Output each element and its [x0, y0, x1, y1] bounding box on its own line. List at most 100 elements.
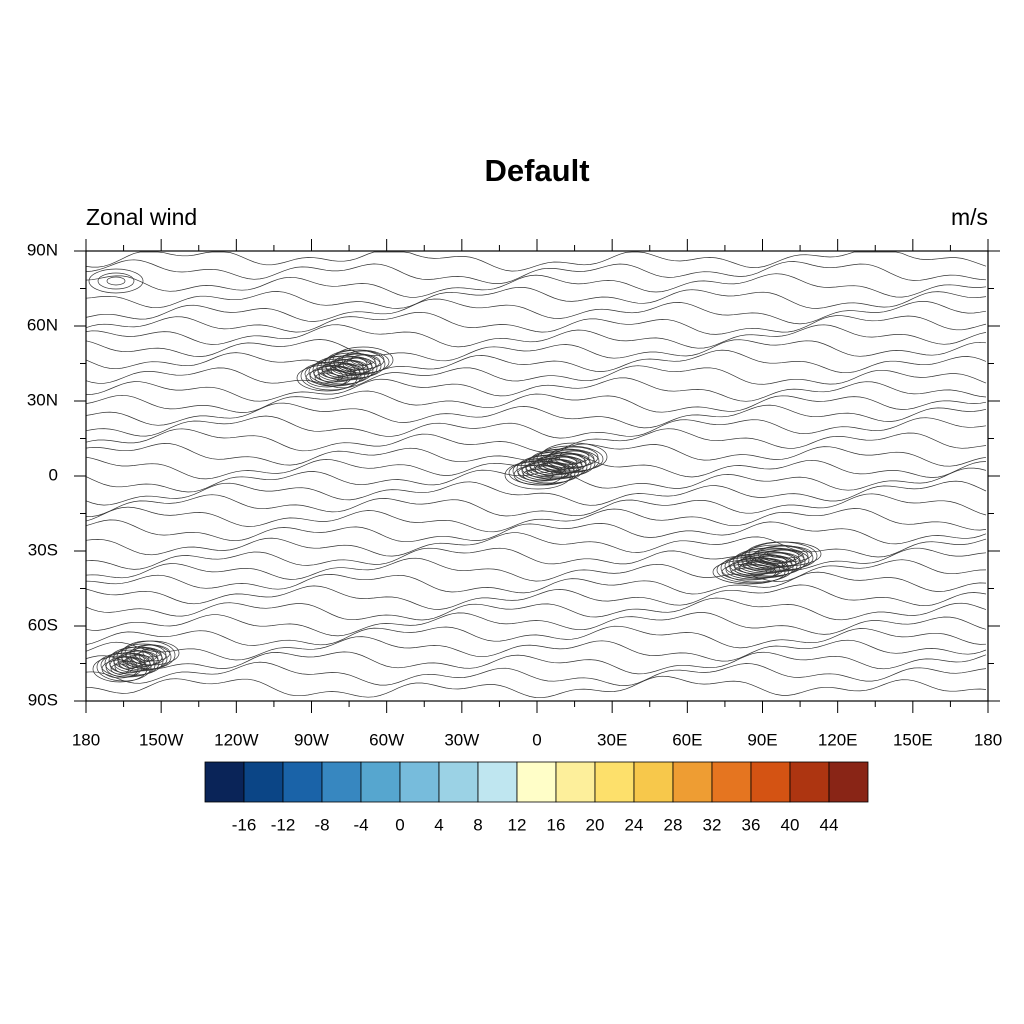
contour — [524, 451, 592, 479]
contour — [85, 377, 987, 402]
contour — [328, 349, 390, 375]
contour — [749, 548, 805, 568]
contour — [558, 450, 590, 464]
contour — [748, 541, 822, 567]
contour — [85, 415, 987, 439]
colorbar-label: 44 — [820, 815, 839, 834]
contour — [346, 357, 372, 367]
lon-label: 150E — [893, 730, 933, 749]
contour — [530, 465, 562, 477]
contour — [549, 446, 599, 468]
contour — [85, 506, 987, 533]
contour — [116, 643, 172, 671]
colorbar-label: 40 — [781, 815, 800, 834]
colorbar-box — [789, 761, 830, 803]
colorbar-label: 28 — [664, 815, 683, 834]
contour — [85, 532, 987, 558]
left-label: Zonal wind — [86, 204, 197, 230]
colorbar-label: 0 — [395, 815, 404, 834]
contour — [85, 651, 987, 675]
contour — [85, 390, 987, 413]
colorbar-box — [633, 761, 674, 803]
colorbar-box — [555, 761, 596, 803]
contour — [85, 636, 987, 662]
colorbar-label: 16 — [547, 815, 566, 834]
lat-label: 90S — [28, 690, 58, 709]
contour — [737, 554, 793, 574]
contour — [736, 547, 810, 573]
contour — [85, 661, 987, 686]
contour — [766, 549, 804, 559]
contour — [337, 353, 381, 371]
colorbar-box — [204, 761, 245, 803]
contour — [85, 273, 987, 298]
contour — [757, 545, 813, 563]
contour — [85, 402, 987, 429]
title: Default — [484, 153, 589, 188]
colorbar-label: 8 — [473, 815, 482, 834]
colorbar-box — [399, 761, 440, 803]
contour — [97, 272, 135, 290]
colorbar-box — [516, 761, 557, 803]
contour — [85, 365, 987, 389]
contour — [85, 259, 987, 284]
lon-label: 30W — [444, 730, 479, 749]
contour — [542, 459, 574, 471]
contour — [85, 443, 987, 467]
contour — [125, 647, 163, 667]
contour — [85, 547, 987, 571]
colorbar-label: 20 — [586, 815, 605, 834]
contour — [85, 557, 987, 582]
contour — [85, 251, 987, 272]
lon-label: 90W — [294, 730, 329, 749]
contour — [85, 467, 987, 493]
colorbar-label: 12 — [508, 815, 527, 834]
colorbar-box — [828, 761, 869, 803]
colorbar-label: 4 — [434, 815, 443, 834]
contour — [320, 352, 382, 380]
contour — [85, 480, 987, 506]
lon-label: 120E — [818, 730, 858, 749]
contour — [712, 559, 786, 585]
contour — [520, 454, 588, 480]
colorbar-label: -4 — [353, 815, 368, 834]
contour — [85, 324, 987, 349]
colorbar-box — [321, 761, 362, 803]
contour-lines — [85, 251, 987, 699]
contour — [329, 356, 373, 376]
lon-label: 90E — [747, 730, 777, 749]
lon-label: 180 — [72, 730, 100, 749]
contour — [322, 369, 348, 379]
lon-label: 120W — [214, 730, 258, 749]
contour — [85, 571, 987, 595]
contour — [317, 362, 361, 382]
contour — [740, 544, 814, 572]
contour — [85, 428, 987, 453]
contour — [554, 453, 586, 465]
lon-label: 0 — [532, 730, 541, 749]
colorbar-label: -12 — [271, 815, 296, 834]
contour — [85, 597, 987, 621]
contour — [142, 648, 162, 658]
contour — [536, 445, 604, 473]
lat-label: 60S — [28, 615, 58, 634]
lat-label: 30N — [27, 390, 58, 409]
colorbar-box — [750, 761, 791, 803]
contour — [124, 640, 180, 666]
contour — [133, 644, 171, 662]
contour — [545, 449, 595, 469]
contour — [85, 349, 987, 376]
contour — [532, 448, 600, 474]
contour — [85, 339, 987, 362]
colorbar-label: 36 — [742, 815, 761, 834]
contour — [540, 442, 608, 472]
colorbar-box — [438, 761, 479, 803]
contour — [85, 612, 987, 637]
contour — [85, 584, 987, 610]
contour — [758, 552, 796, 564]
colorbar-box — [282, 761, 323, 803]
contour — [101, 659, 139, 679]
lon-label: 60E — [672, 730, 702, 749]
contour — [85, 298, 987, 325]
